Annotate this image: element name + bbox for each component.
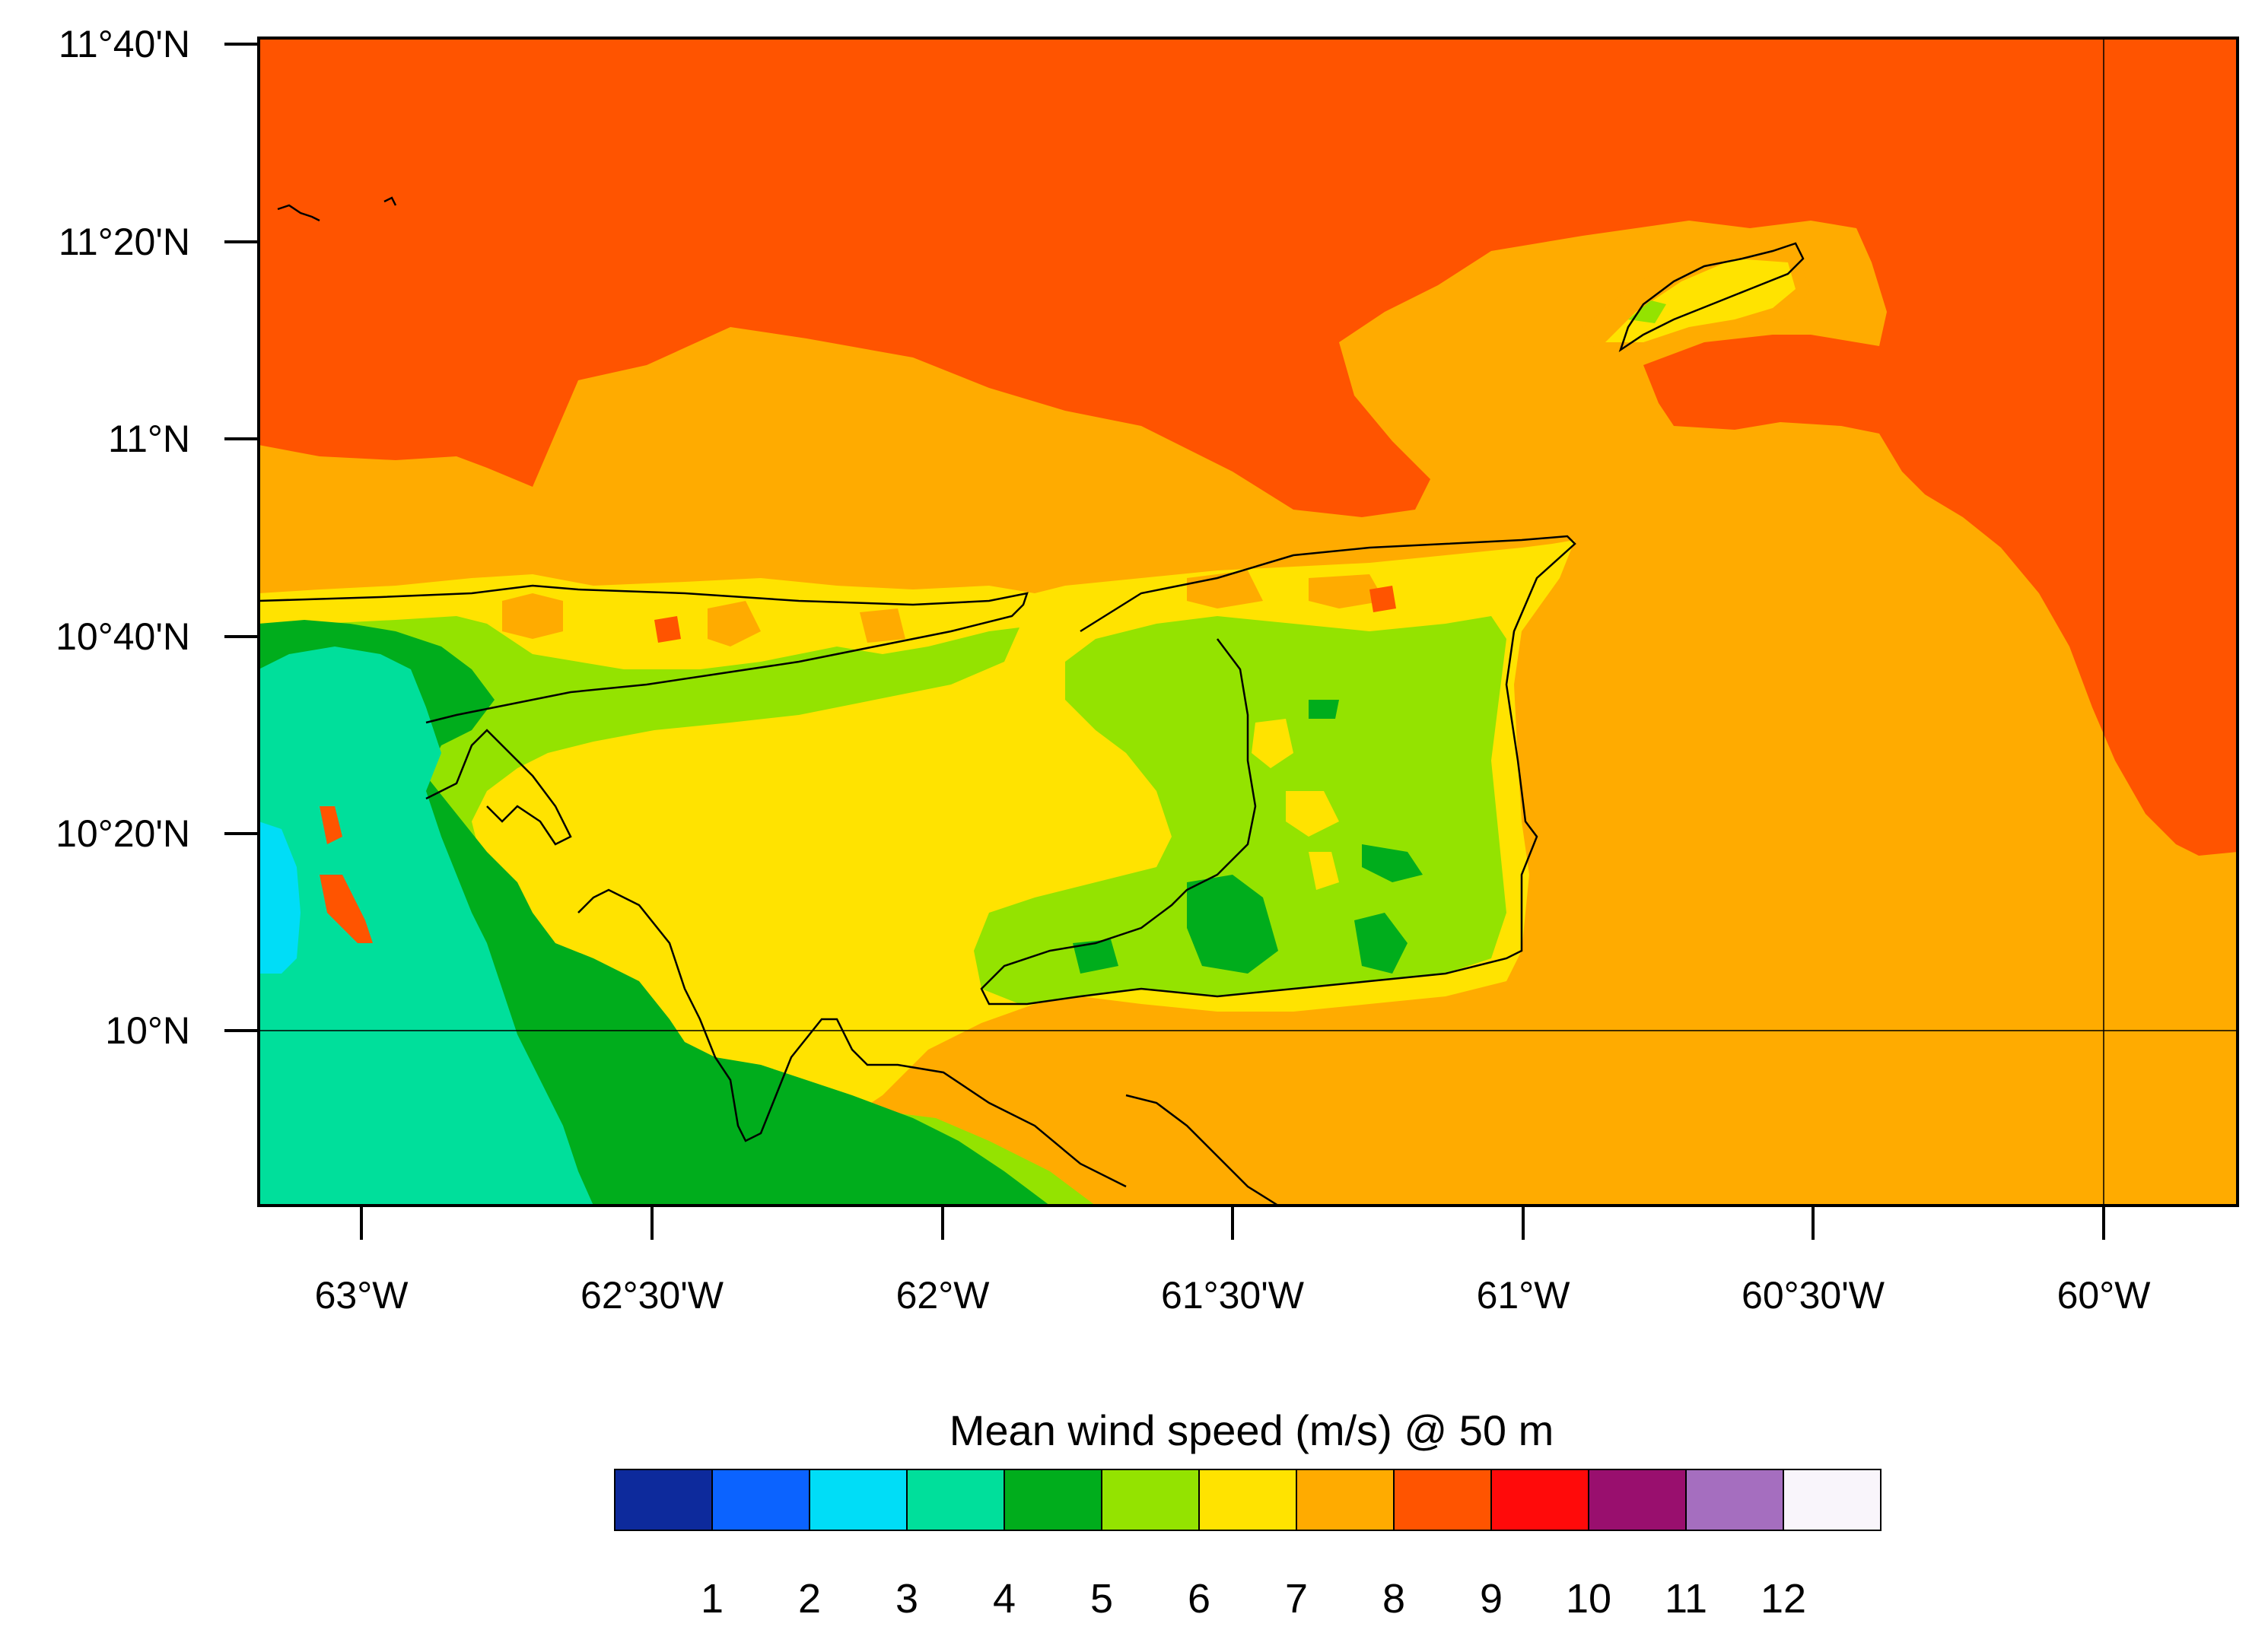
colorbar-tick-label: 10 [1566, 1576, 1611, 1622]
colorbar-legend: Mean wind speed (m/s) @ 50 m 1 2 3 4 5 6 7 8 9 10… [614, 1406, 1882, 1622]
colorbar-tick-label: 2 [798, 1576, 821, 1622]
colorbar-swatch [711, 1469, 810, 1531]
colorbar-swatch [1490, 1469, 1589, 1531]
x-tick-label: 61°W [1477, 1274, 1571, 1317]
coastline-islets [277, 196, 397, 222]
y-tick-label: 11°N [108, 418, 190, 460]
patch-red-north-1 [654, 616, 681, 643]
colorbar-swatch [1101, 1469, 1200, 1531]
region-teal [259, 647, 593, 1206]
x-tick-label: 61°30'W [1161, 1274, 1305, 1317]
colorbar-tick-label: 7 [1285, 1576, 1308, 1622]
patch-red-paria-west [320, 806, 342, 844]
patch-red-north-2 [1369, 586, 1396, 612]
colorbar-tick-label: 8 [1382, 1576, 1405, 1622]
patch-green-1 [1187, 875, 1278, 974]
patch-orange-north-3 [860, 608, 905, 643]
coastline-gulf-south [577, 888, 1127, 1188]
colorbar-tick-label: 5 [1090, 1576, 1113, 1622]
x-ticks [360, 1206, 2105, 1240]
patch-green-5 [1309, 700, 1339, 719]
y-tick-label: 11°20'N [59, 221, 190, 263]
colorbar-tick-label: 4 [993, 1576, 1016, 1622]
coastline-paria-north [258, 584, 1029, 724]
colorbar-swatch [906, 1469, 1005, 1531]
colorbar-swatch [809, 1469, 908, 1531]
coastline-orinoco-delta [1125, 1094, 1279, 1207]
colorbar-swatch [1685, 1469, 1784, 1531]
patch-yellow-2 [1286, 791, 1339, 837]
y-tick-label: 10°N [105, 1009, 190, 1052]
coastline-paria-peninsula [425, 729, 572, 846]
colorbar-swatch [614, 1469, 713, 1531]
colorbar-swatch [1198, 1469, 1297, 1531]
patch-orange-north-2 [708, 601, 761, 647]
region-cyan [259, 821, 301, 974]
colorbar-title: Mean wind speed (m/s) @ 50 m [950, 1406, 1554, 1454]
region-tobago-green [1628, 300, 1666, 323]
x-tick-label: 62°30'W [581, 1274, 724, 1317]
patch-orange-north-5 [1309, 574, 1385, 608]
patch-orange-north-1 [502, 593, 563, 639]
colorbar-labels: 1 2 3 4 5 6 7 8 9 10 11 12 [701, 1576, 1806, 1622]
patch-green-2 [1354, 913, 1408, 974]
y-ticks [224, 43, 259, 1032]
x-axis: 63°W 62°30'W 62°W 61°30'W 61°W 60°30'W 6… [315, 1206, 2152, 1317]
colorbar-swatch [1783, 1469, 1882, 1531]
colorbar-boxes [614, 1469, 1882, 1531]
map-panel [257, 37, 2239, 1207]
x-tick-label: 63°W [315, 1274, 409, 1317]
patch-green-4 [1073, 939, 1118, 974]
colorbar-tick-label: 12 [1761, 1576, 1806, 1622]
colorbar-tick-label: 11 [1665, 1576, 1707, 1622]
x-tick-label: 60°W [2057, 1274, 2152, 1317]
colorbar-swatch [1004, 1469, 1102, 1531]
patch-red-paria-southwest [320, 875, 373, 943]
y-tick-label: 10°20'N [56, 812, 190, 855]
colorbar-tick-label: 1 [701, 1576, 724, 1622]
coastline-trinidad [980, 535, 1576, 1006]
colorbar-tick-label: 9 [1480, 1576, 1503, 1622]
colorbar-swatch [1296, 1469, 1395, 1531]
patch-green-3 [1362, 844, 1423, 882]
x-tick-label: 62°W [896, 1274, 991, 1317]
y-axis: 11°40'N 11°20'N 11°N 10°40'N 10°20'N 10°… [56, 23, 259, 1052]
y-tick-label: 10°40'N [56, 615, 190, 658]
colorbar-tick-label: 3 [895, 1576, 918, 1622]
x-tick-label: 60°30'W [1742, 1274, 1885, 1317]
region-light-green-trinidad [974, 616, 1506, 1004]
colorbar-swatch [1588, 1469, 1687, 1531]
map-frame [257, 37, 2239, 1207]
colorbar-tick-label: 6 [1188, 1576, 1210, 1622]
colorbar-swatch [1393, 1469, 1492, 1531]
y-tick-label: 11°40'N [59, 23, 190, 65]
coastline-tobago [1618, 242, 1805, 353]
patch-yellow-1 [1252, 719, 1293, 768]
coastlines [258, 196, 1805, 1207]
patch-yellow-3 [1309, 852, 1339, 890]
gridlines [259, 38, 2238, 1206]
